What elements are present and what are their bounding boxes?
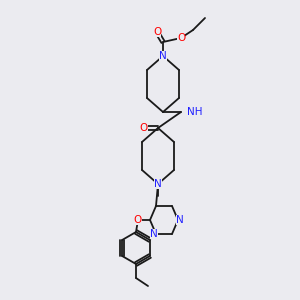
Text: O: O: [177, 33, 185, 43]
Text: O: O: [153, 27, 161, 37]
Text: O: O: [140, 123, 148, 133]
Text: NH: NH: [187, 107, 203, 117]
Text: N: N: [176, 215, 184, 225]
Text: N: N: [150, 229, 158, 239]
Text: O: O: [134, 215, 142, 225]
Text: N: N: [154, 179, 162, 189]
Text: N: N: [159, 51, 167, 61]
